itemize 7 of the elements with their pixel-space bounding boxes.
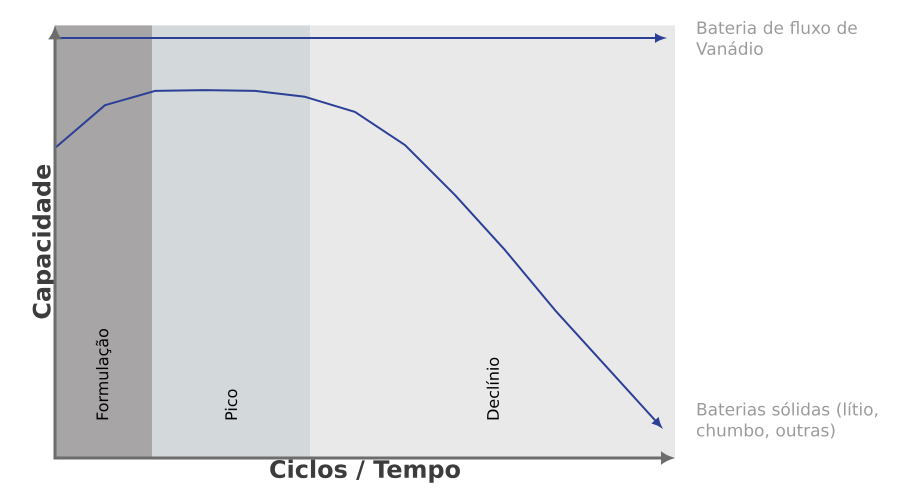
y-axis-title: Capacidade [32,164,56,318]
x-axis-title: Ciclos / Tempo [270,460,460,483]
series-label: Bateria de fluxo de Vanádio [696,20,857,56]
annotation: Declínio [486,358,499,420]
annotation: Pico [224,390,238,420]
annotation: Formulação [96,329,112,420]
legend-label: Baterias sólidas (lítio, chumbo, outras) [696,402,878,439]
